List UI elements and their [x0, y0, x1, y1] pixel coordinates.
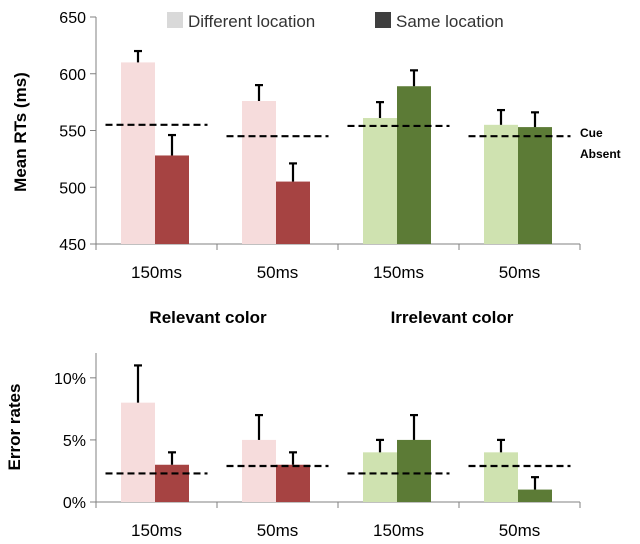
x-category-label: 150ms — [373, 521, 424, 540]
y-tick-label: 450 — [59, 237, 86, 254]
bar-same-location — [518, 127, 552, 244]
bar-same-location — [155, 155, 189, 244]
bar-same-location — [518, 489, 552, 502]
legend-swatch-same-location — [375, 12, 391, 28]
y-tick-label: 500 — [59, 180, 86, 197]
y-tick-label: 0% — [63, 495, 86, 512]
y-tick-label: 5% — [63, 433, 86, 450]
legend: Different location Same location — [167, 12, 504, 31]
bar-same-location — [276, 464, 310, 502]
legend-label-same-location: Same location — [396, 12, 504, 31]
rt-plot-area: 450 500 550 600 650 150ms 50ms 150ms 50ms — [59, 10, 581, 282]
bar-different-location — [242, 439, 276, 502]
bar-different-location — [121, 62, 155, 245]
error-y-axis-label: Error rates — [5, 384, 24, 471]
x-category-label: 150ms — [373, 263, 424, 282]
x-category-label: 50ms — [499, 263, 541, 282]
rt-y-axis-label: Mean RTs (ms) — [11, 72, 30, 192]
bar-same-location — [397, 86, 431, 244]
bar-different-location — [121, 402, 155, 502]
group-label-irrelevant-color: Irrelevant color — [391, 308, 514, 327]
cue-absent-label-line1: Cue — [580, 126, 603, 140]
bar-different-location — [484, 124, 518, 244]
y-tick-label: 550 — [59, 124, 86, 141]
bar-different-location — [484, 452, 518, 502]
x-category-label: 50ms — [499, 521, 541, 540]
bar-different-location — [363, 452, 397, 502]
x-category-label: 50ms — [257, 263, 299, 282]
cue-absent-label-line2: Absent — [580, 147, 621, 161]
error-chart: 0% 5% 10% 150ms 50ms 150ms 50ms Error rates — [5, 353, 581, 540]
rt-chart: 450 500 550 600 650 150ms 50ms 150ms 50ms Mean R… — [11, 10, 621, 327]
bar-different-location — [242, 100, 276, 245]
bar-same-location — [155, 464, 189, 502]
legend-swatch-different-location — [167, 12, 183, 28]
bar-different-location — [363, 118, 397, 244]
y-tick-label: 600 — [59, 67, 86, 84]
y-tick-label: 10% — [54, 371, 86, 388]
x-category-label: 150ms — [131, 521, 182, 540]
bar-same-location — [397, 439, 431, 502]
group-label-relevant-color: Relevant color — [149, 308, 267, 327]
error-plot-area: 0% 5% 10% 150ms 50ms 150ms 50ms — [54, 353, 581, 540]
bar-same-location — [276, 181, 310, 244]
legend-label-different-location: Different location — [188, 12, 315, 31]
y-tick-label: 650 — [59, 10, 86, 27]
x-category-label: 50ms — [257, 521, 299, 540]
x-category-label: 150ms — [131, 263, 182, 282]
